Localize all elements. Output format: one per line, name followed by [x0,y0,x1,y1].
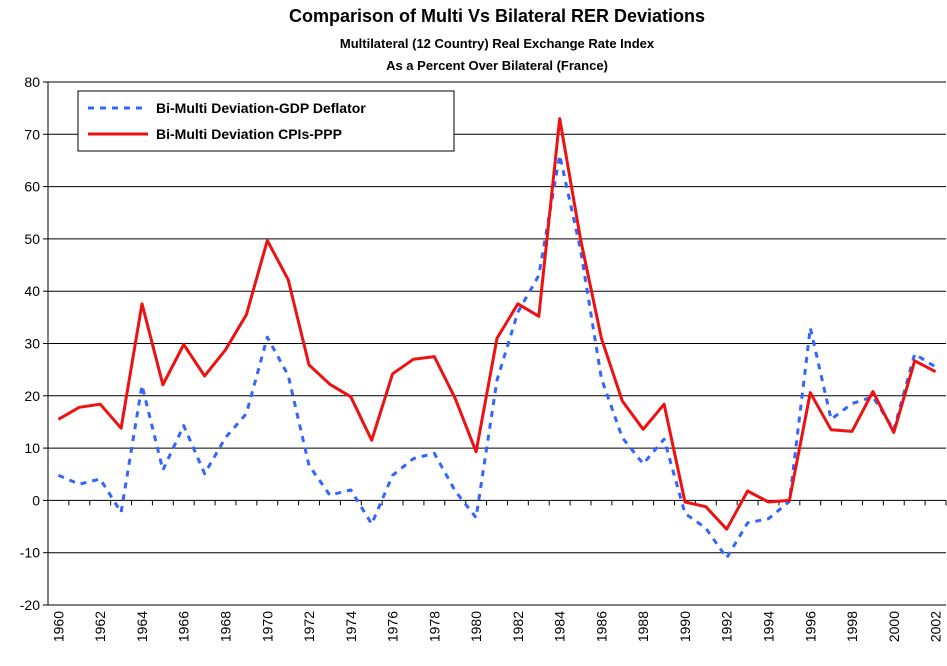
x-tick-label: 1974 [343,611,359,642]
y-tick-label: 0 [32,492,40,508]
x-tick-label: 1988 [635,611,651,642]
x-tick-label: 1986 [593,611,609,642]
legend-box [77,90,455,152]
y-tick-label: 50 [24,231,40,247]
x-tick-label: 2000 [886,611,902,642]
x-tick-label: 2002 [928,611,944,642]
x-tick-label: 1966 [176,611,192,642]
x-tick-label: 1976 [385,611,401,642]
x-tick-label: 1980 [468,611,484,642]
chart-subtitle: Multilateral (12 Country) Real Exchange … [340,36,655,51]
x-tick-label: 1970 [259,611,275,642]
chart-subtitle: As a Percent Over Bilateral (France) [386,58,608,73]
x-tick-label: 1998 [844,611,860,642]
chart-title: Comparison of Multi Vs Bilateral RER Dev… [289,6,705,26]
x-tick-label: 1984 [552,611,568,642]
x-tick-label: 1978 [426,611,442,642]
y-tick-label: 10 [24,440,40,456]
y-tick-label: 60 [24,179,40,195]
x-tick-label: 1962 [92,611,108,642]
legend-label: Bi-Multi Deviation CPIs-PPP [156,126,342,142]
x-tick-label: 1972 [301,611,317,642]
y-tick-label: 80 [24,74,40,90]
y-tick-label: 40 [24,283,40,299]
x-tick-label: 1994 [760,611,776,642]
x-tick-label: 1968 [218,611,234,642]
x-tick-label: 1996 [802,611,818,642]
y-tick-label: -10 [20,545,40,561]
x-tick-label: 1964 [134,611,150,642]
x-tick-label: 1982 [510,611,526,642]
y-tick-label: 20 [24,388,40,404]
y-tick-label: 30 [24,336,40,352]
series-line [57,117,937,531]
x-tick-label: 1960 [50,611,66,642]
y-tick-label: -20 [20,597,40,613]
legend-label: Bi-Multi Deviation-GDP Deflator [156,100,366,116]
x-tick-label: 1992 [719,611,735,642]
y-tick-label: 70 [24,126,40,142]
x-tick-label: 1990 [677,611,693,642]
